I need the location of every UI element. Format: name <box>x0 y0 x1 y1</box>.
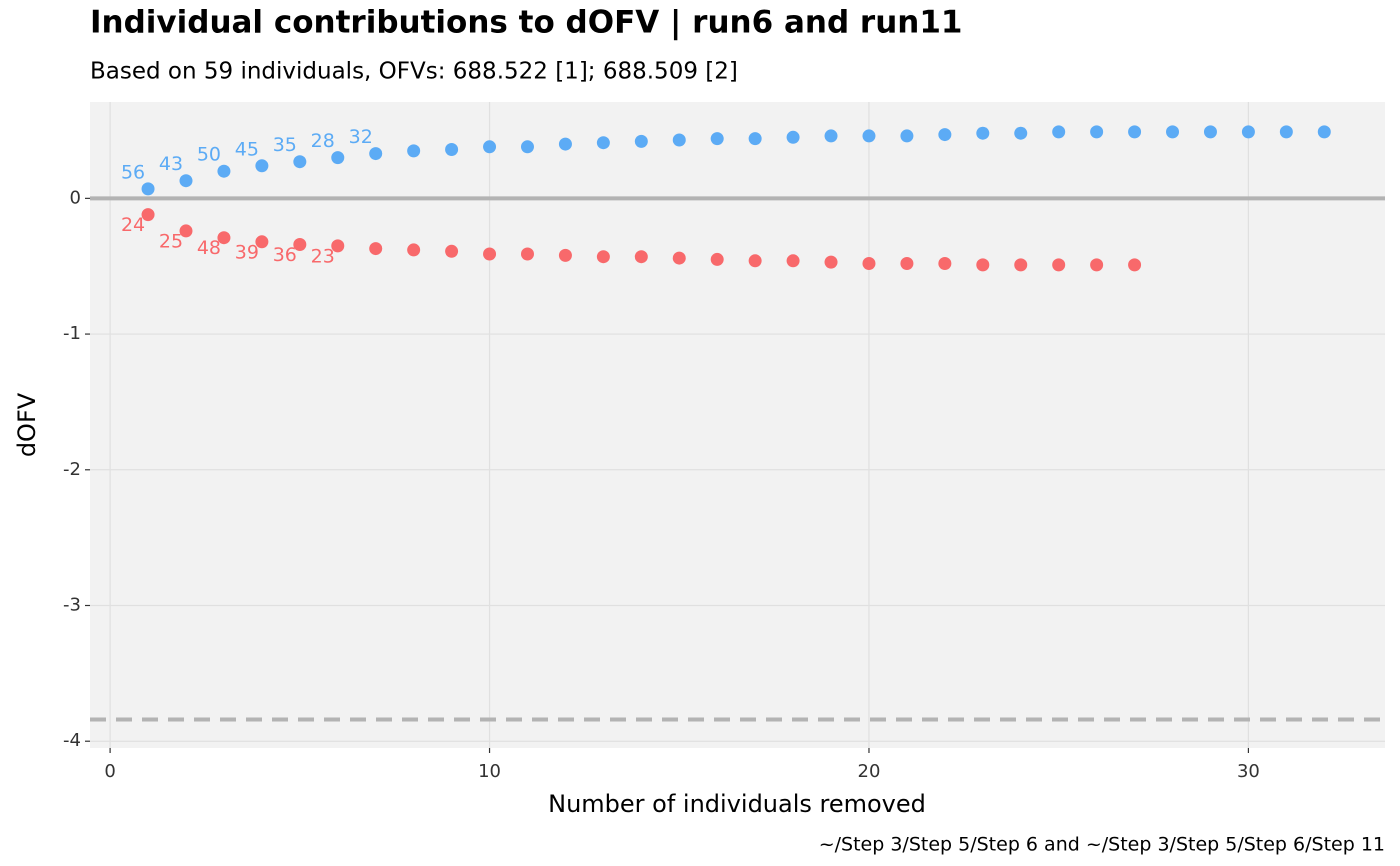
point <box>369 147 383 161</box>
point-label: 56 <box>121 161 145 183</box>
point <box>596 250 610 264</box>
point <box>710 252 724 266</box>
point <box>255 159 269 173</box>
point <box>1128 258 1142 272</box>
point <box>748 254 762 268</box>
point <box>938 128 952 142</box>
point-label: 48 <box>197 237 221 259</box>
point-label: 23 <box>311 245 335 267</box>
y-tick-label: -1 <box>63 323 81 344</box>
point <box>483 247 497 261</box>
point <box>976 126 990 140</box>
point <box>558 248 572 262</box>
point <box>179 174 193 188</box>
point <box>862 257 876 270</box>
point <box>634 134 648 148</box>
y-tick-label: -2 <box>63 459 81 480</box>
y-axis-title: dOFV <box>13 392 41 457</box>
point <box>1014 126 1028 140</box>
point-label: 25 <box>159 230 183 252</box>
point <box>786 130 800 144</box>
x-tick-label: 10 <box>478 761 501 782</box>
point <box>634 250 648 264</box>
point <box>558 137 572 151</box>
point <box>445 244 459 258</box>
point <box>1317 125 1331 139</box>
point <box>445 143 459 156</box>
point <box>293 155 307 169</box>
point <box>407 243 421 257</box>
point <box>255 235 269 249</box>
x-tick-label: 0 <box>104 761 115 782</box>
point <box>331 239 345 253</box>
point <box>1203 125 1217 139</box>
point <box>786 254 800 268</box>
y-tick-label: 0 <box>70 187 81 208</box>
point <box>1128 125 1142 139</box>
point <box>141 208 155 222</box>
point <box>824 129 838 143</box>
point-label: 35 <box>273 134 297 156</box>
point <box>407 144 421 158</box>
point-label: 32 <box>349 126 373 148</box>
point-label: 28 <box>311 130 335 152</box>
point-label: 43 <box>159 153 183 175</box>
point <box>179 224 193 238</box>
point <box>710 132 724 146</box>
point-label: 39 <box>235 241 259 263</box>
chart-title: Individual contributions to dOFV | run6 … <box>90 5 963 41</box>
point <box>1241 125 1255 139</box>
point <box>824 255 838 269</box>
y-tick-label: -3 <box>63 595 81 616</box>
point-label: 36 <box>273 244 297 266</box>
point <box>900 257 914 270</box>
point <box>862 129 876 143</box>
plot-panel <box>90 102 1385 748</box>
caption: ~/Step 3/Step 5/Step 6 and ~/Step 3/Step… <box>819 834 1385 856</box>
point <box>596 136 610 150</box>
point <box>369 242 383 256</box>
point <box>1014 258 1028 272</box>
point <box>217 164 231 178</box>
point <box>141 182 155 196</box>
point <box>293 238 307 251</box>
point <box>520 140 534 154</box>
point <box>976 258 990 272</box>
point-label: 45 <box>235 138 259 160</box>
point <box>900 129 914 143</box>
point <box>1052 258 1066 272</box>
point-label: 24 <box>121 214 145 236</box>
point <box>520 247 534 261</box>
y-tick-label: -4 <box>63 730 81 751</box>
x-axis-title: Number of individuals removed <box>548 790 926 818</box>
point <box>1052 125 1066 139</box>
x-tick-label: 20 <box>858 761 881 782</box>
point <box>672 251 686 265</box>
point <box>748 132 762 146</box>
chart-subtitle: Based on 59 individuals, OFVs: 688.522 [… <box>90 59 738 85</box>
x-tick-label: 30 <box>1237 761 1260 782</box>
point-label: 50 <box>197 144 221 166</box>
point <box>1090 258 1104 272</box>
point <box>217 231 231 245</box>
point <box>1090 125 1104 139</box>
point <box>672 133 686 147</box>
point <box>483 140 497 154</box>
point <box>938 257 952 270</box>
point <box>1166 125 1180 139</box>
point <box>331 151 345 165</box>
point <box>1279 125 1293 139</box>
